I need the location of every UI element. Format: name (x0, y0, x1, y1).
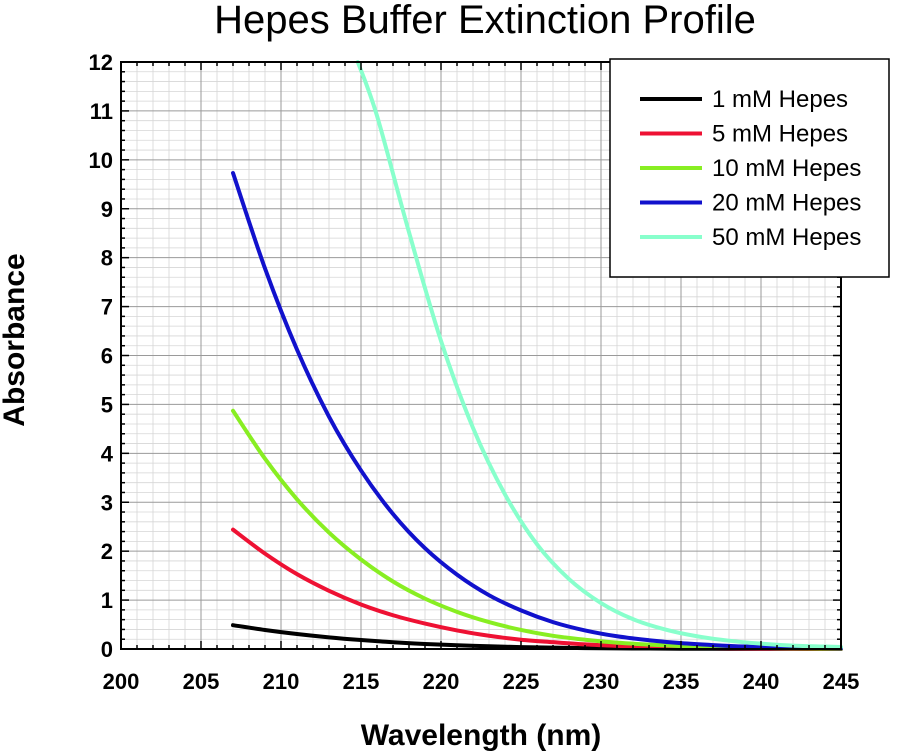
legend: 1 mM Hepes 5 mM Hepes 10 mM Hepes 20 mM Hep… (609, 58, 890, 278)
y-tick-label: 9 (101, 197, 113, 222)
legend-label: 50 mM Hepes (712, 224, 861, 251)
x-tick-label: 225 (503, 669, 540, 694)
y-tick-label: 1 (101, 588, 113, 613)
y-tick-label: 3 (101, 490, 113, 515)
x-tick-label: 210 (263, 669, 300, 694)
x-tick-label: 230 (583, 669, 620, 694)
y-tick-label: 11 (90, 99, 113, 124)
x-axis-label: Wavelength (nm) (361, 719, 602, 751)
series-line-20-mm-hepes (231, 171, 843, 651)
y-tick-label: 6 (101, 344, 113, 369)
y-tick-label: 0 (101, 637, 113, 662)
chart-title: Hepes Buffer Extinction Profile (214, 0, 756, 42)
legend-items: 1 mM Hepes 5 mM Hepes 10 mM Hepes 20 mM Hep… (640, 86, 861, 251)
y-tick-label: 8 (101, 246, 113, 271)
x-tick-labels: 200 205 210 215 220 225 230 235 240 245 (103, 669, 860, 694)
series-line-50-mm-hepes (355, 60, 843, 650)
y-tick-label: 10 (89, 148, 113, 173)
x-tick-label: 220 (423, 669, 460, 694)
y-tick-label: 5 (101, 392, 113, 417)
x-tick-label: 235 (663, 669, 700, 694)
x-tick-label: 205 (183, 669, 220, 694)
y-axis-label: Absorbance (0, 253, 31, 426)
x-tick-label: 215 (343, 669, 380, 694)
legend-label: 20 mM Hepes (712, 190, 861, 217)
x-tick-label: 240 (743, 669, 780, 694)
x-tick-label: 245 (823, 669, 860, 694)
legend-label: 10 mM Hepes (712, 155, 861, 182)
legend-label: 1 mM Hepes (712, 86, 848, 113)
y-tick-label: 12 (89, 50, 113, 75)
y-tick-label: 4 (101, 441, 114, 466)
legend-label: 5 mM Hepes (712, 121, 848, 148)
y-tick-label: 7 (101, 295, 113, 320)
y-tick-label: 2 (101, 539, 113, 564)
x-tick-label: 200 (103, 669, 140, 694)
